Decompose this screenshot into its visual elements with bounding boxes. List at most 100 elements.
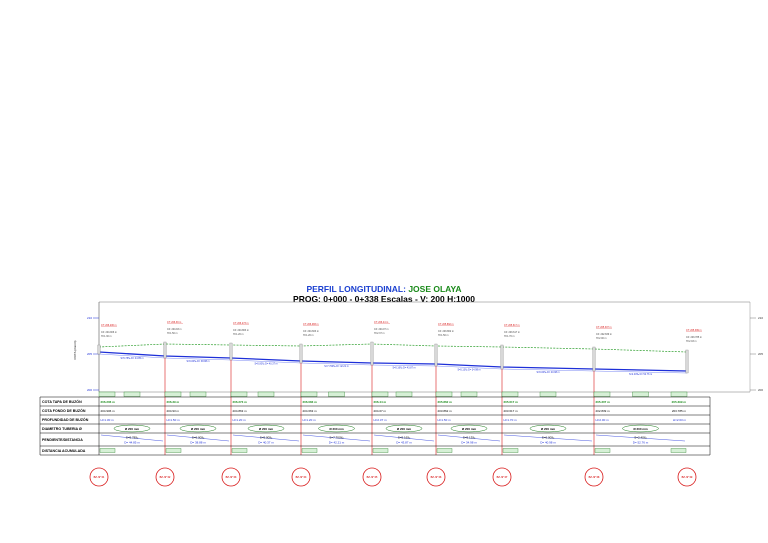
cell-distancia-tag xyxy=(99,448,116,453)
station-marker xyxy=(677,467,697,487)
cell-cota-fondo: 204.07 m xyxy=(374,409,387,413)
cell-profundidad: H=1.20 m xyxy=(303,418,317,422)
station-marker xyxy=(291,467,311,487)
cell-cota-fondo: 204.906 m xyxy=(101,409,116,413)
cell-profundidad: H=2.00 m xyxy=(596,418,610,422)
station-annot-tapa: CT: 206.273 m xyxy=(233,322,249,325)
segment-tag xyxy=(257,391,275,397)
station-marker xyxy=(584,467,604,487)
station-annot-fondo: CF: 203.785 m xyxy=(686,336,702,339)
left-tick-label: 205 xyxy=(87,352,92,356)
station-tag xyxy=(593,391,611,397)
cell-distancia-tag xyxy=(502,448,519,453)
station-annotation: CT: 205.862 m CF: 203.862 mH=1.50 m xyxy=(438,323,454,337)
station-annot-prof: H=2.00 m xyxy=(596,337,606,340)
right-tick-label: 210 xyxy=(758,316,763,320)
manhole-body xyxy=(229,342,233,361)
station-marker xyxy=(492,467,512,487)
station-annotation: CT: 206.206 m CF: 204.906 mH=1.30 m xyxy=(101,324,117,338)
station-annot-fondo: CF: 203.862 m xyxy=(438,330,454,333)
cell-pendiente: S=7.700‰ xyxy=(329,436,343,440)
cell-cota-tapa: 206.206 m xyxy=(101,400,116,404)
cell-diametro: Ø 200 mm xyxy=(125,427,140,431)
station-annot-prof: H=1.30 m xyxy=(101,335,111,338)
station-annot-prof: H=2.37 m xyxy=(374,332,384,335)
manhole-body xyxy=(592,346,596,372)
station-tag xyxy=(164,391,182,397)
station-tag xyxy=(435,391,453,397)
cell-cota-tapa: 205.399 m xyxy=(672,400,687,404)
diameter-oval xyxy=(318,424,355,433)
diameter-oval xyxy=(113,424,151,433)
station-annot-fondo: CF: 204.663 m xyxy=(303,330,319,333)
station-tag xyxy=(501,391,519,397)
manhole-body xyxy=(97,344,101,355)
segment-tag xyxy=(539,391,557,397)
station-annot-prof: H=1.70 m xyxy=(504,335,514,338)
segment-tag xyxy=(395,391,413,397)
cell-cota-tapa: 206.273 m xyxy=(233,400,248,404)
station-annot-fondo: CF: 203.617 m xyxy=(504,331,520,334)
station-annotation: CT: 206.39 m CF: 204.93 mH=1.50 m xyxy=(167,321,183,335)
station-annotation: CT: 206.083 m CF: 204.663 mH=1.20 m xyxy=(303,323,319,337)
cell-diametro: Ø 200 mm xyxy=(329,427,344,431)
cell-cota-fondo: 204.93 m xyxy=(167,409,180,413)
cell-profundidad: H=2.03 m xyxy=(673,418,687,422)
title-name: JOSE OLAYA xyxy=(408,284,462,294)
station-marker-label: BZ- N° 03 xyxy=(226,476,237,479)
cell-diametro: Ø 200 mm xyxy=(541,427,556,431)
cell-distancia-tag xyxy=(436,448,453,453)
table-row-label: PROFUNDIDAD DE BUZÓN xyxy=(42,417,89,422)
cell-distancia-tag xyxy=(670,448,687,453)
cell-cota-tapa: 206.083 m xyxy=(303,400,318,404)
station-annotation: CT: 205.307 m CF: 202.839 mH=2.00 m xyxy=(596,326,612,340)
title-prefix: PERFIL LONGITUDINAL: xyxy=(306,284,406,294)
station-marker-label: BZ- N° 05 xyxy=(367,476,378,479)
slope-diagonal xyxy=(232,434,300,442)
station-marker-label: BZ- N° 04 xyxy=(296,476,307,479)
cell-pendiente: S=5.16‰ xyxy=(398,436,411,440)
table-row-label: DIAMETRO TUBERIA Ø xyxy=(42,427,82,431)
station-annot-prof: H=2.03 m xyxy=(686,340,696,343)
station-annotation: CT: 205.617 m CF: 203.617 mH=1.70 m xyxy=(504,324,520,338)
terrain-line xyxy=(98,343,688,353)
cell-cota-tapa: 205.617 m xyxy=(504,400,519,404)
manhole-body xyxy=(685,349,689,374)
table-row-label: DISTANCIA ACUMULADA xyxy=(42,449,86,453)
cell-diametro: Ø 200 mm xyxy=(397,427,412,431)
pipe-slope-label: S=2.40‰ D= 52.76 m xyxy=(629,373,652,376)
pipe-slope-label: S=7.700‰ D= 42.21 m xyxy=(324,365,348,368)
station-annot-prof: H=1.20 m xyxy=(303,334,313,337)
cell-cota-tapa: 205.307 m xyxy=(596,400,611,404)
table-row-label: PENDIENTE/DISTANCIA xyxy=(42,438,83,442)
pipe-slope-label: S=6.00‰ D= 38.88 m xyxy=(186,360,209,363)
manhole-body xyxy=(299,343,303,364)
station-marker-label: BZ- N° 06 xyxy=(431,476,442,479)
slope-diagonal xyxy=(373,434,435,442)
station-annot-prof: H=1.50 m xyxy=(167,332,177,335)
cell-diametro: Ø 200 mm xyxy=(191,427,206,431)
y-axis-label: COTA (msnm) xyxy=(73,341,77,360)
station-annotation: CT: 206.44 m CF: 204.07 mH=2.37 m xyxy=(374,321,390,335)
pipe-slope-label: S=5.16‰ D= 43.87 m xyxy=(392,367,415,370)
station-marker-label: BZ- N° 08 xyxy=(589,476,600,479)
cell-distancia-tag xyxy=(594,448,611,453)
station-tag xyxy=(670,391,688,397)
pipe-slope-label: S=5.00‰ D= 40.37 m xyxy=(254,363,277,366)
cell-cota-fondo: 204.863 m xyxy=(233,409,248,413)
diameter-oval xyxy=(450,424,488,433)
left-tick-label: 210 xyxy=(87,316,92,320)
station-marker-label: BZ- N° 02 xyxy=(160,476,171,479)
cell-profundidad: H=1.50 m xyxy=(438,418,452,422)
station-marker-label: BZ- N° 09 xyxy=(682,476,693,479)
cell-distancia-tag xyxy=(165,448,182,453)
pipe-slope-label: S=6.00‰ D= 40.98 m xyxy=(536,371,559,374)
right-tick-label: 200 xyxy=(758,388,763,392)
cell-distancia-tag xyxy=(301,448,318,453)
cell-profundidad: H=1.20 m xyxy=(233,418,247,422)
cell-pendiente: S=5.78‰ xyxy=(126,436,139,440)
cell-distancia-tag xyxy=(231,448,248,453)
cell-distancia: D= 34.98 m xyxy=(461,441,477,445)
cell-cota-fondo: 204.663 m xyxy=(303,409,318,413)
